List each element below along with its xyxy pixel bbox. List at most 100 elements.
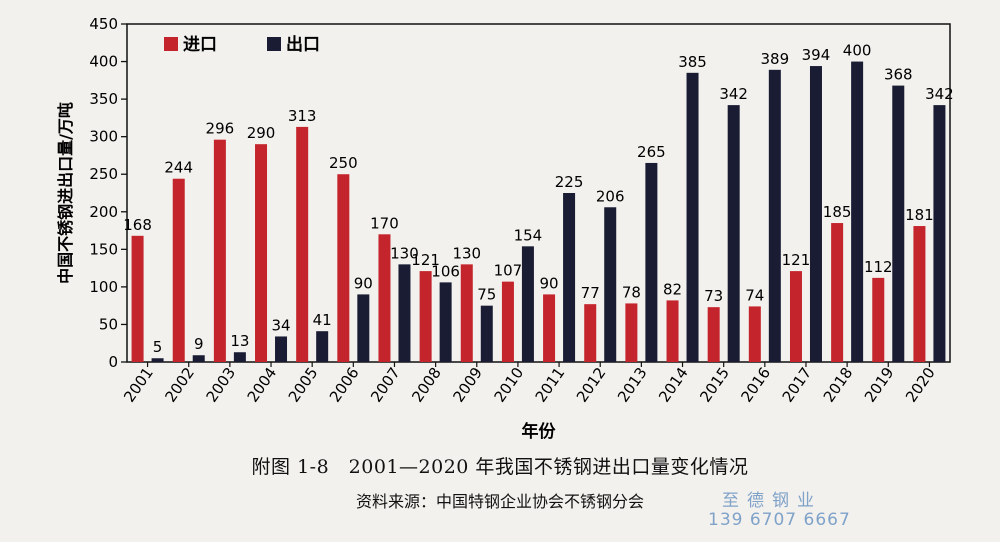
y-tick-label: 450 xyxy=(89,15,118,33)
source-note: 资料来源：中国特钢企业协会不锈钢分会 xyxy=(355,492,644,511)
x-tick-label: 2002 xyxy=(161,364,198,406)
y-tick-label: 200 xyxy=(89,203,118,221)
x-tick-label: 2011 xyxy=(532,364,569,406)
import-bar xyxy=(584,304,597,362)
import-bar xyxy=(131,235,144,362)
y-axis-label: 中国不锈钢进出口量/万吨 xyxy=(56,102,75,284)
export-value-label: 225 xyxy=(555,173,584,191)
export-bar xyxy=(851,61,864,363)
export-bar xyxy=(604,207,617,362)
import-value-label: 77 xyxy=(581,284,600,302)
import-value-label: 121 xyxy=(782,251,811,269)
import-bar xyxy=(460,264,473,362)
bar-chart: 0 50 100 150 200 250 300 350 400 450 中国不锈钢进出口量/万吨 1… xyxy=(56,15,954,442)
import-bar xyxy=(255,144,268,362)
export-value-label: 34 xyxy=(271,316,290,334)
export-bar xyxy=(933,105,946,363)
import-value-label: 78 xyxy=(622,283,641,301)
export-value-label: 400 xyxy=(843,42,872,60)
export-bar xyxy=(192,355,205,362)
import-bar xyxy=(913,226,926,362)
export-bar xyxy=(892,85,905,362)
export-bar xyxy=(480,305,493,362)
plot-frame xyxy=(126,23,951,363)
import-bar xyxy=(789,271,802,362)
export-bar xyxy=(357,294,370,362)
import-bar xyxy=(172,178,185,362)
y-tick-label: 150 xyxy=(89,240,118,258)
y-tick-label: 0 xyxy=(108,353,118,371)
x-tick-label: 2010 xyxy=(491,364,528,406)
import-value-label: 250 xyxy=(329,154,358,172)
export-value-label: 265 xyxy=(637,143,666,161)
figure-caption: 附图 1-8 2001—2020 年我国不锈钢进出口量变化情况 xyxy=(251,456,749,478)
import-value-label: 82 xyxy=(663,280,682,298)
export-value-label: 106 xyxy=(431,262,460,280)
import-value-label: 130 xyxy=(452,244,481,262)
export-value-label: 342 xyxy=(719,85,748,103)
import-bar xyxy=(748,306,761,362)
x-tick-label: 2015 xyxy=(696,364,733,406)
import-value-label: 107 xyxy=(494,262,523,280)
import-value-label: 296 xyxy=(206,120,235,138)
export-value-label: 41 xyxy=(313,311,332,329)
import-bar xyxy=(296,126,309,362)
import-bar xyxy=(501,281,514,362)
export-value-label: 154 xyxy=(514,226,543,244)
export-value-label: 368 xyxy=(884,66,913,84)
export-value-label: 9 xyxy=(194,335,204,353)
watermark-phone: 139 6707 6667 xyxy=(708,510,851,530)
x-tick-label: 2018 xyxy=(820,364,857,406)
export-value-label: 342 xyxy=(925,85,954,103)
import-value-label: 244 xyxy=(164,159,193,177)
import-bar xyxy=(378,234,391,362)
import-bar xyxy=(419,271,432,362)
export-bar xyxy=(275,336,288,362)
y-tick-label: 400 xyxy=(89,53,118,71)
x-tick-label: 2006 xyxy=(326,364,363,406)
import-value-label: 313 xyxy=(288,107,317,125)
import-value-label: 121 xyxy=(411,251,440,269)
export-value-label: 90 xyxy=(354,274,373,292)
x-tick-label: 2008 xyxy=(408,364,445,406)
export-bar xyxy=(727,105,740,363)
export-value-label: 5 xyxy=(153,338,163,356)
x-tick-label: 2001 xyxy=(120,364,157,406)
import-value-label: 112 xyxy=(864,258,893,276)
export-bar xyxy=(398,264,411,362)
import-bar xyxy=(337,174,350,362)
export-value-label: 13 xyxy=(230,332,249,350)
legend-import-label: 进口 xyxy=(183,35,217,55)
x-tick-label: 2003 xyxy=(203,364,240,406)
watermark-name: 至德钢业 xyxy=(722,491,822,511)
export-bar xyxy=(521,246,534,362)
import-bar xyxy=(831,223,844,362)
x-tick-label: 2005 xyxy=(285,364,322,406)
x-tick-label: 2013 xyxy=(614,364,651,406)
export-bar xyxy=(809,66,822,362)
x-axis-label: 年份 xyxy=(522,421,557,442)
import-bar xyxy=(625,303,638,362)
export-value-label: 130 xyxy=(390,244,419,262)
y-tick-label: 300 xyxy=(89,128,118,146)
import-bar xyxy=(213,139,226,362)
x-tick-label: 2020 xyxy=(902,364,939,406)
import-value-label: 290 xyxy=(247,124,276,142)
export-bar xyxy=(439,282,452,362)
export-bar xyxy=(316,331,329,362)
x-tick-label: 2016 xyxy=(737,364,774,406)
x-tick-label: 2009 xyxy=(449,364,486,406)
import-bar xyxy=(872,277,885,362)
import-value-label: 170 xyxy=(370,214,399,232)
x-tick-label: 2014 xyxy=(655,364,692,406)
x-tick-label: 2007 xyxy=(367,364,404,406)
import-value-label: 168 xyxy=(123,216,152,234)
legend-import-swatch xyxy=(164,37,178,51)
x-tick-label: 2019 xyxy=(861,364,898,406)
import-value-label: 90 xyxy=(540,274,559,292)
export-value-label: 385 xyxy=(678,53,707,71)
import-value-label: 185 xyxy=(823,203,852,221)
export-value-label: 394 xyxy=(802,46,831,64)
x-tick-label: 2017 xyxy=(779,364,816,406)
import-bar xyxy=(543,294,556,362)
